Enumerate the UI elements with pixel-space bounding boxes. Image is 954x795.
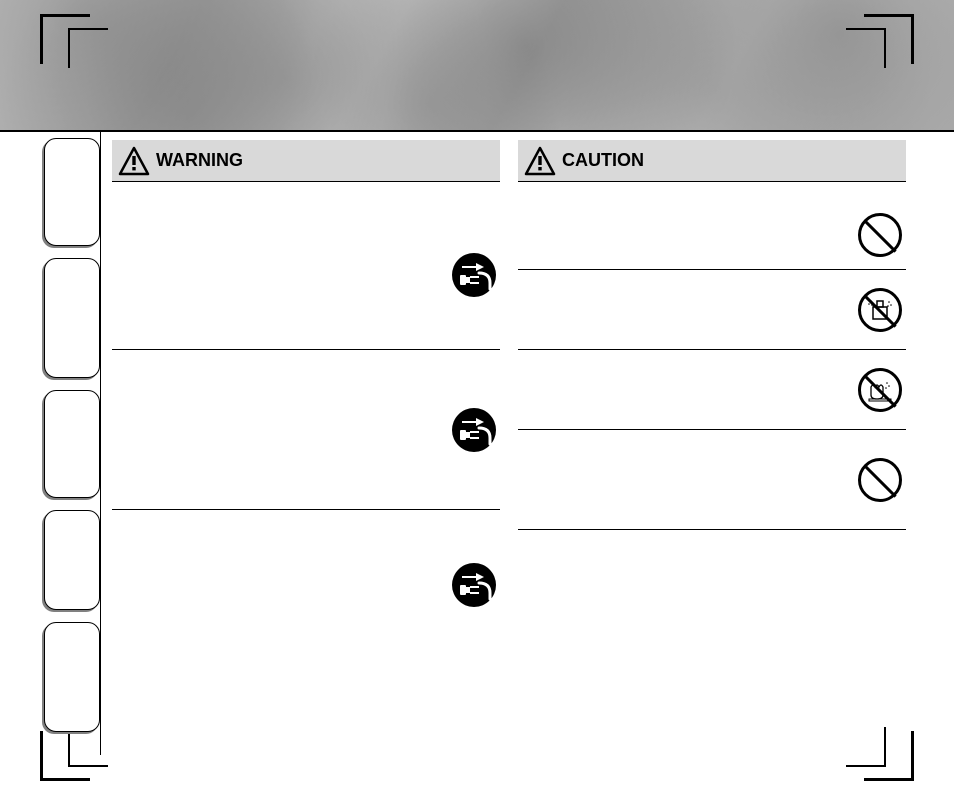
side-tab-3[interactable] xyxy=(44,390,100,498)
warning-item-1 xyxy=(112,200,500,350)
unplug-icon xyxy=(452,408,496,452)
side-tab-2[interactable] xyxy=(44,258,100,378)
unplug-icon xyxy=(452,253,496,297)
side-tab-4[interactable] xyxy=(44,510,100,610)
side-tab-5[interactable] xyxy=(44,622,100,732)
warning-header: WARNING xyxy=(112,140,500,182)
caution-header-label: CAUTION xyxy=(562,150,644,171)
prohibit-wet-hand-icon xyxy=(858,368,902,412)
warning-triangle-icon xyxy=(118,146,150,176)
warning-header-label: WARNING xyxy=(156,150,243,171)
prohibit-icon xyxy=(858,213,902,257)
left-rule xyxy=(100,130,101,755)
caution-item-2 xyxy=(518,270,906,350)
right-column: CAUTION xyxy=(518,140,906,660)
caution-header: CAUTION xyxy=(518,140,906,182)
warning-item-3 xyxy=(112,510,500,660)
prohibit-icon xyxy=(858,458,902,502)
unplug-icon xyxy=(452,563,496,607)
caution-item-3 xyxy=(518,350,906,430)
warning-item-2 xyxy=(112,350,500,510)
side-tabs xyxy=(44,138,100,745)
warning-triangle-icon xyxy=(524,146,556,176)
inner-crop-br xyxy=(846,727,886,767)
side-tab-1[interactable] xyxy=(44,138,100,246)
crop-mark-br xyxy=(864,731,914,781)
left-column: WARNING xyxy=(112,140,500,660)
caution-item-1 xyxy=(518,200,906,270)
content-area: WARNING xyxy=(112,140,906,660)
marble-banner xyxy=(0,0,954,130)
top-rule xyxy=(0,130,954,132)
caution-item-4 xyxy=(518,430,906,530)
prohibit-spray-icon xyxy=(858,288,902,332)
